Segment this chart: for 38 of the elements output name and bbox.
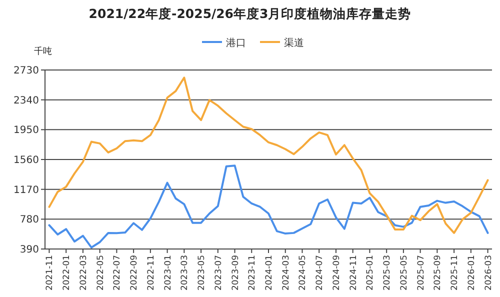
chart-title: 2021/22年度-2025/26年度3月印度植物油库存量走势 — [88, 6, 412, 21]
x-tick-label: 2026-03 — [484, 255, 494, 291]
x-tick-label: 2024-09 — [332, 255, 342, 291]
x-tick-label: 2024-11 — [348, 255, 359, 291]
x-tick-label: 2023-09 — [230, 255, 241, 291]
x-tick-label: 2025-11 — [450, 255, 460, 291]
y-tick-label: 2340 — [14, 95, 39, 106]
x-tick-label: 2025-03 — [382, 255, 393, 291]
y-tick-label: 1170 — [14, 184, 39, 196]
x-tick-label: 2023-11 — [248, 255, 258, 291]
x-tick-label: 2023-05 — [197, 255, 208, 291]
x-tick-label: 2022-05 — [96, 255, 106, 291]
x-tick-label: 2023-01 — [163, 255, 174, 291]
x-tick-label: 2024-05 — [298, 255, 308, 291]
x-tick-label: 2022-07 — [112, 255, 123, 291]
y-axis-title: 千吨 — [34, 46, 52, 57]
x-tick-label: 2024-07 — [315, 255, 326, 291]
y-tick-label: 1950 — [14, 125, 39, 136]
x-tick-label: 2021-11 — [45, 255, 56, 291]
x-tick-label: 2025-07 — [416, 255, 426, 291]
y-tick-label: 390 — [20, 244, 39, 256]
x-tick-label: 2025-05 — [399, 255, 410, 291]
x-tick-label: 2022-03 — [78, 255, 89, 291]
y-tick-label: 2730 — [14, 66, 39, 76]
legend-label: 港口 — [226, 37, 246, 49]
y-tick-label: 1560 — [14, 155, 39, 166]
x-tick-label: 2024-01 — [264, 255, 274, 291]
legend-label: 渠道 — [284, 37, 304, 49]
x-tick-label: 2022-09 — [130, 255, 140, 291]
x-tick-label: 2024-03 — [281, 255, 292, 291]
x-tick-label: 2026-01 — [466, 255, 477, 291]
x-tick-label: 2022-11 — [146, 255, 156, 291]
y-tick-label: 780 — [20, 214, 39, 226]
x-tick-label: 2023-07 — [214, 255, 224, 291]
x-tick-label: 2022-01 — [62, 255, 72, 291]
x-tick-label: 2023-03 — [180, 255, 190, 291]
x-tick-label: 2025-01 — [366, 255, 376, 291]
x-tick-label: 2025-09 — [433, 255, 444, 291]
